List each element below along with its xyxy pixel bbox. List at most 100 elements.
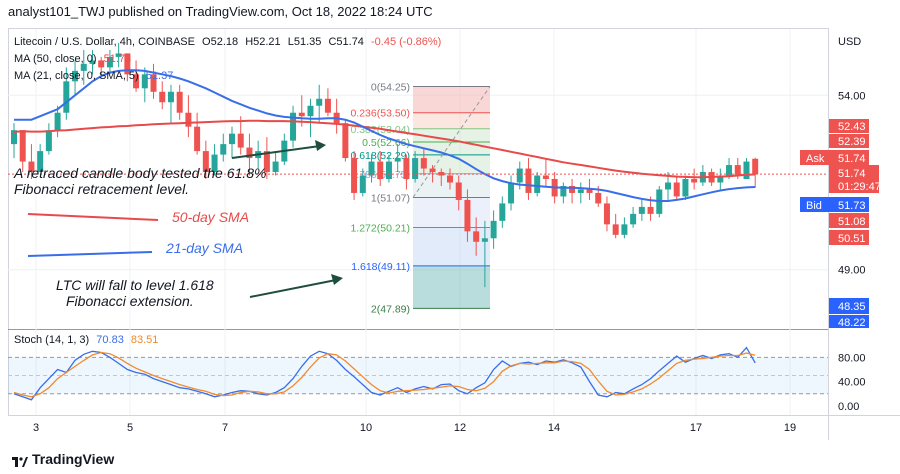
stoch-tick-label: 0.00 [838,401,859,413]
candle-body [37,151,44,173]
candle-body [324,98,331,113]
arrow-target-head [331,274,343,285]
stoch-label: Stoch (14, 1, 3) [14,334,89,346]
candle-body [11,130,17,145]
candle-body [220,144,227,155]
high-value: H52.21 [245,36,280,48]
ask-price: 51.74 [838,153,866,165]
low-value: L51.35 [288,36,322,48]
candle-body [159,91,166,103]
candle-body [665,182,671,190]
candle-body [133,74,140,89]
candle-body [499,203,506,221]
fib-level-label: 1(51.07) [371,192,410,204]
ma21-value: 51.37 [146,70,174,82]
fibonacci-trend-line [412,86,491,198]
candle-body [560,185,567,197]
annotation-retrace-line2: Fibonacci retracement level. [14,181,189,197]
candle-body [316,98,323,106]
stoch-k-value: 70.83 [96,334,124,346]
fib-zone [413,112,490,129]
publish-header: analyst101_TWJ published on TradingView.… [8,4,433,19]
arrow-target-shaft [249,279,337,298]
candle-body [630,213,637,225]
fib-level-label: 2(47.89) [371,303,410,315]
candle-body [167,91,174,103]
ma21-line [14,69,756,202]
candle-body [150,74,157,92]
candle-body [98,60,105,68]
price-tag-1 [829,119,869,133]
candle-body [176,91,183,113]
currency-label: USD [838,36,861,48]
candle-body [351,158,358,193]
candle-body [447,175,453,183]
ma21-label: MA (21, close, 0, SMA, 5) [14,70,139,82]
annotation-sma50: 50-day SMA [172,209,249,225]
annotation-target-line2: Fibonacci extension. [66,293,194,309]
arrow-retrace-head [315,140,326,151]
ask-price-tag [829,150,869,165]
candle-body [19,130,26,162]
candle-body [569,185,576,193]
ask-tag [800,150,829,165]
fib-level-label: 0(54.25) [371,82,410,94]
bid-tag [800,197,829,212]
annotation-target-line1: LTC will fall to level 1.618 [56,277,214,293]
candle-body [106,56,113,68]
candle-body [89,60,96,64]
price-axis-ticks: 54.00 49.00 [838,90,866,276]
candle-body [54,112,61,131]
time-tick-label: 3 [33,422,39,434]
last-price-tag [829,165,879,193]
candle-body [743,161,750,179]
candle-body [464,199,471,232]
stoch-legend: Stoch (14, 1, 3) 70.83 83.51 [14,334,158,346]
ma50-line [13,119,756,179]
candle-body [211,154,218,173]
candle-body [542,175,549,179]
ma50-value: 51.73 [104,53,132,65]
candle-body [237,133,244,148]
candle-body [394,158,401,162]
fib-zone [413,142,490,155]
candle-body [752,158,759,175]
candle-body [490,220,497,239]
tradingview-logo: TradingView [12,451,114,467]
annotation-retrace-line1: A retraced candle body tested the 61.8% [13,165,266,181]
time-tick-label: 17 [690,422,702,434]
open-value: O52.18 [202,36,238,48]
candle-body [455,182,462,200]
time-tick-label: 19 [784,422,796,434]
fib-level-label: 1.618(49.11) [351,261,410,273]
candle-body [717,175,724,183]
price-tag-9-text: 48.22 [838,317,866,329]
candle-body [298,112,305,117]
candle-body [603,203,610,225]
candle-body [246,147,253,159]
candle-body [359,175,366,193]
price-tag-2 [829,134,869,148]
candle-body [263,151,270,173]
price-tag-2-text: 52.39 [838,136,866,148]
fib-zone [413,197,490,228]
candle-body [412,158,419,179]
candle-body [368,161,375,176]
time-axis-ticks: 3 5 7 10 12 14 17 19 [33,422,796,434]
candle-body [229,133,235,145]
change-value: -0.45 (-0.86%) [371,36,441,48]
time-tick-label: 7 [222,422,228,434]
stoch-k-line [13,346,756,401]
candle-body [647,206,654,214]
price-tag-8-text: 48.35 [838,301,866,313]
candle-body [726,165,733,176]
ask-label: Ask [806,153,825,165]
candle-body [516,168,523,183]
time-tick-label: 5 [127,422,133,434]
fib-zone [413,128,490,143]
fibonacci-labels: 0(54.25)0.236(53.50)0.382(53.04)0.5(52.6… [350,82,410,316]
stoch-axis-ticks: 80.00 40.00 0.00 [838,352,866,413]
annotation-sma21: 21-day SMA [165,240,243,256]
